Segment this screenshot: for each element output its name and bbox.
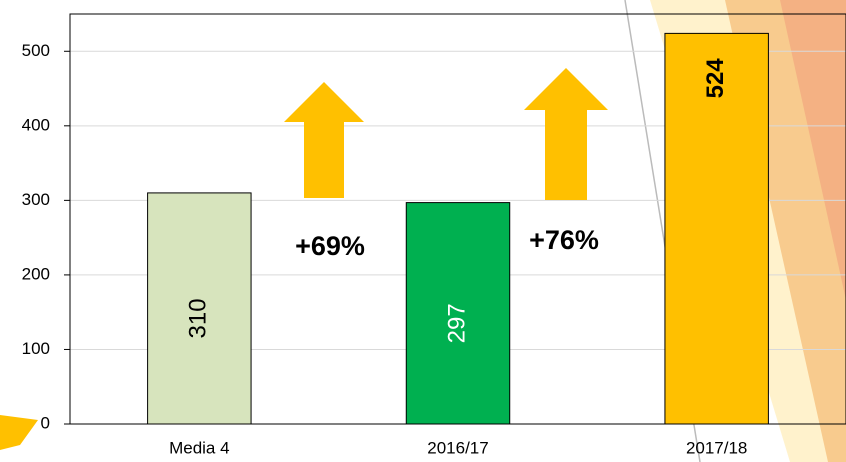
y-tick-label: 500	[22, 41, 50, 60]
bar	[147, 192, 252, 425]
decoration	[780, 0, 846, 300]
value-label: 524	[702, 58, 729, 99]
y-tick-label: 200	[22, 264, 50, 283]
y-tick-label: 400	[22, 115, 50, 134]
y-tick-label: 300	[22, 190, 50, 209]
x-tick-label: 2016/17	[427, 438, 488, 457]
annotation: +76%	[529, 225, 599, 255]
y-tick-label: 0	[41, 413, 50, 432]
bar	[664, 32, 769, 425]
value-label: 310	[185, 298, 212, 338]
value-label: 297	[443, 303, 470, 343]
x-tick-label: 2017/18	[686, 438, 747, 457]
arrow	[524, 68, 608, 200]
annotation: +69%	[295, 231, 365, 261]
bar	[405, 202, 511, 425]
y-tick-label: 100	[22, 339, 50, 358]
x-tick-label: Media 4	[169, 438, 229, 457]
decoration	[0, 415, 38, 450]
arrow	[284, 82, 364, 198]
